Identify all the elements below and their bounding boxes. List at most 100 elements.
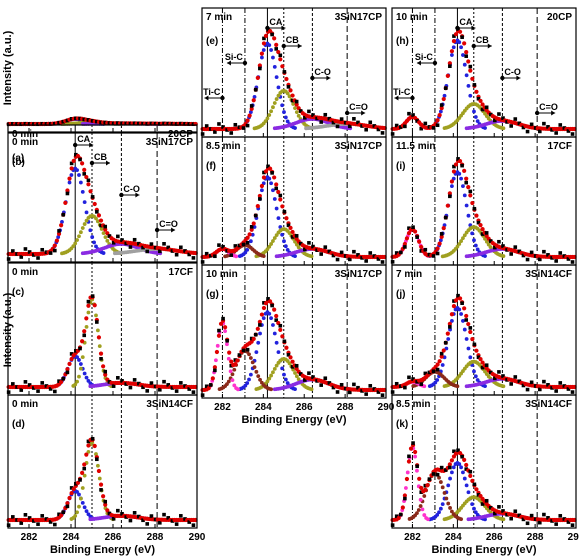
raw-data-point: [111, 516, 116, 521]
component-point: [67, 180, 72, 185]
component-point: [215, 343, 220, 348]
raw-data-point: [411, 441, 415, 445]
raw-data-point: [48, 387, 53, 391]
raw-data-point: [44, 122, 49, 126]
component-point: [82, 505, 87, 510]
raw-data-point: [153, 121, 158, 126]
component-point: [230, 372, 235, 377]
envelope-point: [290, 359, 295, 364]
raw-data-point: [562, 126, 567, 130]
raw-data-point: [352, 117, 356, 121]
panel-frame: [391, 264, 577, 396]
panel-sample: 17CF: [169, 267, 193, 278]
raw-data-point: [270, 32, 274, 37]
raw-data-point: [570, 390, 575, 394]
envelope-point: [284, 216, 289, 221]
component-point: [271, 323, 275, 327]
component-point: [468, 355, 473, 360]
raw-data-point: [566, 129, 571, 133]
raw-data-point: [546, 383, 550, 387]
component-point: [250, 232, 255, 237]
raw-data-point: [233, 358, 238, 362]
raw-data-point: [411, 377, 415, 381]
raw-data-point: [107, 380, 112, 384]
component-point: [470, 231, 475, 236]
component-point: [459, 465, 464, 470]
envelope-point: [59, 223, 64, 228]
component-point: [80, 355, 85, 360]
raw-data-point: [282, 339, 287, 344]
raw-data-point: [456, 293, 460, 298]
raw-data-point: [558, 251, 563, 255]
x-axis-label: Binding Energy (eV): [241, 414, 346, 426]
raw-data-point: [468, 189, 473, 194]
raw-data-point: [249, 224, 254, 229]
raw-data-point: [128, 245, 133, 249]
envelope-point: [101, 494, 106, 499]
component-point: [71, 244, 76, 249]
raw-data-point: [294, 363, 299, 368]
raw-data-point: [501, 116, 505, 120]
component-point: [101, 251, 106, 255]
panel-time: 10 min: [206, 269, 238, 280]
raw-data-point: [266, 297, 270, 301]
raw-data-point: [179, 514, 183, 518]
annotation-label: C=O: [159, 219, 178, 229]
annotation-label: CA: [459, 17, 472, 27]
component-point: [459, 312, 464, 316]
component-point: [234, 254, 239, 259]
component-point: [77, 358, 81, 362]
raw-data-point: [111, 240, 116, 245]
raw-data-point: [183, 122, 187, 126]
component-point: [466, 213, 471, 218]
raw-data-point: [82, 172, 87, 176]
raw-data-point: [427, 370, 432, 375]
component-point: [483, 236, 487, 241]
raw-data-point: [78, 157, 82, 162]
component-point: [451, 45, 456, 50]
raw-data-point: [204, 251, 209, 256]
component-point: [455, 384, 460, 389]
component-point: [475, 119, 480, 124]
component-point: [272, 197, 277, 201]
raw-data-point: [99, 488, 103, 492]
envelope-point: [413, 229, 418, 234]
envelope-point: [480, 102, 485, 107]
raw-data-point: [103, 224, 108, 229]
component-point: [80, 189, 85, 194]
envelope-point: [417, 239, 422, 244]
envelope-point: [468, 68, 473, 73]
raw-data-point: [145, 249, 150, 254]
raw-data-point: [61, 212, 66, 217]
component-point: [225, 342, 229, 347]
component-point: [422, 494, 427, 498]
panel-letter: (g): [206, 289, 219, 300]
envelope-point: [468, 193, 473, 198]
raw-data-point: [372, 124, 377, 128]
raw-data-point: [348, 390, 352, 395]
raw-data-point: [390, 523, 395, 527]
raw-data-point: [307, 109, 311, 114]
raw-data-point: [448, 325, 452, 329]
raw-data-point: [225, 128, 229, 132]
panel-frame: [391, 7, 577, 138]
raw-data-point: [448, 194, 452, 199]
raw-data-point: [480, 365, 485, 370]
component-point: [416, 508, 421, 512]
raw-data-point: [233, 244, 238, 248]
raw-data-point: [158, 521, 162, 525]
raw-data-point: [27, 383, 32, 387]
component-point: [418, 497, 423, 502]
envelope-point: [80, 470, 85, 475]
envelope-point: [206, 386, 211, 391]
panel-sample: 3SiN17CP: [335, 269, 383, 280]
raw-data-point: [274, 318, 279, 322]
raw-data-point: [208, 253, 213, 258]
envelope-point: [86, 443, 91, 448]
component-point: [461, 184, 465, 189]
envelope-point: [255, 203, 260, 209]
raw-data-point: [464, 467, 469, 471]
panel-sample: 3SiN17CP: [335, 141, 383, 152]
raw-data-point: [407, 454, 411, 459]
raw-data-point: [200, 260, 205, 264]
